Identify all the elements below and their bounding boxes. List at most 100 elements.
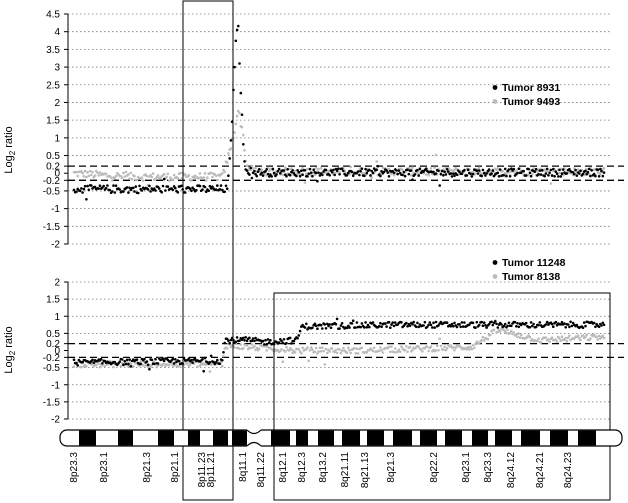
- data-point: [340, 322, 344, 325]
- data-point: [601, 334, 605, 338]
- data-point: [101, 362, 104, 365]
- data-point: [554, 338, 558, 342]
- data-point: [318, 346, 322, 350]
- data-point: [153, 362, 156, 366]
- data-point: [119, 364, 123, 368]
- data-point: [264, 338, 267, 342]
- data-point: [251, 171, 255, 175]
- data-point: [417, 345, 421, 348]
- data-point: [540, 169, 544, 172]
- data-point: [550, 322, 554, 326]
- data-point: [515, 325, 518, 328]
- data-point: [417, 174, 421, 177]
- data-point: [434, 172, 438, 175]
- data-point: [492, 328, 496, 332]
- data-point: [471, 344, 475, 347]
- cytoband-dark: [367, 430, 384, 446]
- y-tick-label: -1: [51, 380, 60, 391]
- data-point: [474, 172, 477, 175]
- data-point: [136, 191, 140, 195]
- data-point: [228, 157, 231, 160]
- data-point: [465, 174, 469, 177]
- data-point: [348, 326, 351, 329]
- data-point: [536, 339, 539, 343]
- data-point: [349, 351, 353, 355]
- data-point: [216, 358, 219, 362]
- data-point: [537, 337, 540, 341]
- data-point: [85, 365, 88, 368]
- data-point: [433, 326, 437, 329]
- data-point: [439, 172, 443, 176]
- data-point: [433, 166, 437, 169]
- data-point: [277, 341, 281, 344]
- data-point: [323, 323, 327, 326]
- data-point: [242, 336, 245, 340]
- data-point: [132, 365, 135, 368]
- data-point: [416, 321, 419, 325]
- data-point: [505, 331, 508, 335]
- data-point: [321, 327, 324, 330]
- data-point: [559, 339, 563, 342]
- data-point: [328, 323, 332, 326]
- data-point: [390, 323, 393, 326]
- data-point: [354, 326, 358, 329]
- data-point: [351, 319, 355, 323]
- data-point: [452, 172, 455, 175]
- cytoband-label: 8q24.21: [535, 452, 546, 489]
- data-point: [533, 170, 537, 173]
- data-point: [581, 334, 585, 337]
- data-point: [474, 326, 477, 330]
- gain-box-8q: [273, 292, 611, 501]
- data-point: [75, 170, 78, 174]
- data-point: [198, 184, 202, 188]
- data-point: [417, 325, 421, 329]
- data-point: [444, 173, 448, 176]
- data-point: [489, 333, 492, 337]
- data-point: [537, 172, 540, 176]
- cytoband-dark: [118, 430, 133, 446]
- y-tick-label: 0.5: [46, 329, 60, 340]
- data-point: [301, 346, 304, 350]
- data-point: [264, 170, 267, 173]
- data-point: [291, 169, 295, 172]
- data-point: [143, 357, 146, 361]
- data-point: [180, 184, 183, 188]
- data-point: [442, 348, 445, 351]
- data-point: [202, 369, 205, 373]
- data-point: [421, 350, 424, 353]
- data-point: [157, 187, 161, 190]
- data-point: [254, 336, 257, 340]
- data-point: [313, 350, 317, 354]
- data-point: [360, 167, 364, 170]
- data-point: [405, 321, 408, 325]
- data-point: [72, 365, 76, 368]
- data-point: [544, 336, 548, 339]
- data-point: [354, 352, 358, 355]
- data-point: [171, 178, 175, 181]
- data-point: [597, 325, 601, 329]
- data-point: [324, 168, 328, 172]
- data-point: [133, 190, 136, 193]
- data-point: [365, 171, 369, 175]
- data-point: [329, 326, 333, 330]
- data-point: [225, 161, 229, 164]
- y-tick-label: -1.5: [43, 397, 61, 408]
- data-point: [285, 341, 288, 345]
- data-point: [216, 178, 219, 182]
- data-point: [183, 173, 187, 176]
- data-point: [240, 338, 244, 342]
- cytoband-label: 8q21.13: [360, 452, 371, 489]
- data-point: [364, 167, 367, 171]
- data-point: [581, 326, 585, 330]
- centromere: [247, 429, 261, 447]
- data-point: [506, 324, 509, 328]
- data-point: [229, 338, 233, 342]
- data-point: [429, 167, 433, 170]
- data-point: [308, 349, 312, 352]
- data-point: [127, 173, 130, 176]
- data-point: [86, 171, 89, 174]
- data-point: [118, 360, 121, 364]
- data-point: [86, 184, 89, 188]
- data-point: [154, 177, 157, 181]
- data-point: [463, 168, 466, 172]
